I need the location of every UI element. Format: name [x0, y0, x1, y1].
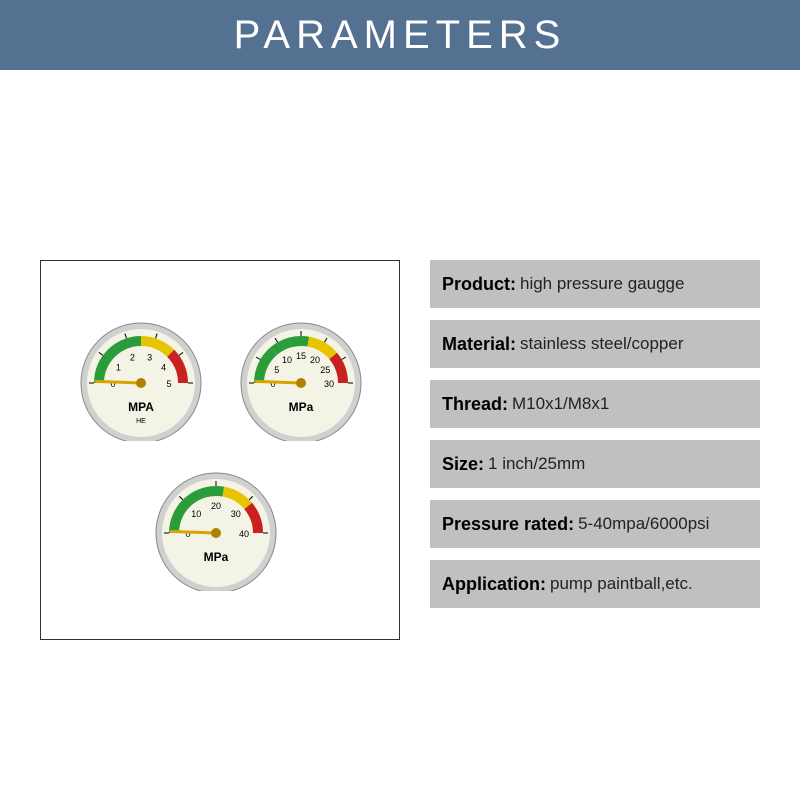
spec-value: high pressure gaugge	[520, 274, 684, 294]
gauge-3: 010203040MPa	[151, 461, 281, 591]
spec-value: pump paintball,etc.	[550, 574, 693, 594]
spec-value: M10x1/M8x1	[512, 394, 609, 414]
svg-text:20: 20	[211, 501, 221, 511]
spec-row: Material: stainless steel/copper	[430, 320, 760, 368]
spec-value: stainless steel/copper	[520, 334, 683, 354]
spec-label: Pressure rated:	[442, 514, 574, 535]
svg-text:15: 15	[296, 351, 306, 361]
svg-text:3: 3	[147, 352, 152, 362]
svg-text:5: 5	[274, 365, 279, 375]
svg-text:5: 5	[166, 379, 171, 389]
spec-row: Application: pump paintball,etc.	[430, 560, 760, 608]
gauge-1: 012345MPAHE	[76, 311, 206, 441]
spec-value: 5-40mpa/6000psi	[578, 514, 709, 534]
svg-text:40: 40	[239, 529, 249, 539]
spec-row: Thread: M10x1/M8x1	[430, 380, 760, 428]
product-image-box: 012345MPAHE 051015202530MPa 010203040MPa	[40, 260, 400, 640]
spec-label: Application:	[442, 574, 546, 595]
svg-text:10: 10	[282, 355, 292, 365]
page-title: PARAMETERS	[234, 13, 567, 58]
svg-text:MPa: MPa	[289, 400, 314, 414]
spec-label: Size:	[442, 454, 484, 475]
spec-label: Product:	[442, 274, 516, 295]
content-area: 012345MPAHE 051015202530MPa 010203040MPa…	[40, 260, 760, 640]
gauge-2: 051015202530MPa	[236, 311, 366, 441]
spec-table: Product: high pressure gaugge Material: …	[430, 260, 760, 640]
svg-text:MPA: MPA	[128, 400, 154, 414]
spec-row: Product: high pressure gaugge	[430, 260, 760, 308]
svg-text:30: 30	[324, 379, 334, 389]
spec-value: 1 inch/25mm	[488, 454, 585, 474]
spec-row: Pressure rated: 5-40mpa/6000psi	[430, 500, 760, 548]
spec-label: Thread:	[442, 394, 508, 415]
svg-text:25: 25	[320, 365, 330, 375]
svg-text:10: 10	[191, 509, 201, 519]
svg-text:HE: HE	[136, 418, 146, 425]
svg-text:2: 2	[130, 352, 135, 362]
spec-label: Material:	[442, 334, 516, 355]
svg-text:30: 30	[231, 509, 241, 519]
svg-text:20: 20	[310, 355, 320, 365]
spec-row: Size: 1 inch/25mm	[430, 440, 760, 488]
svg-text:1: 1	[116, 363, 121, 373]
svg-text:4: 4	[161, 363, 166, 373]
svg-text:MPa: MPa	[204, 550, 229, 564]
header-bar: PARAMETERS	[0, 0, 800, 70]
